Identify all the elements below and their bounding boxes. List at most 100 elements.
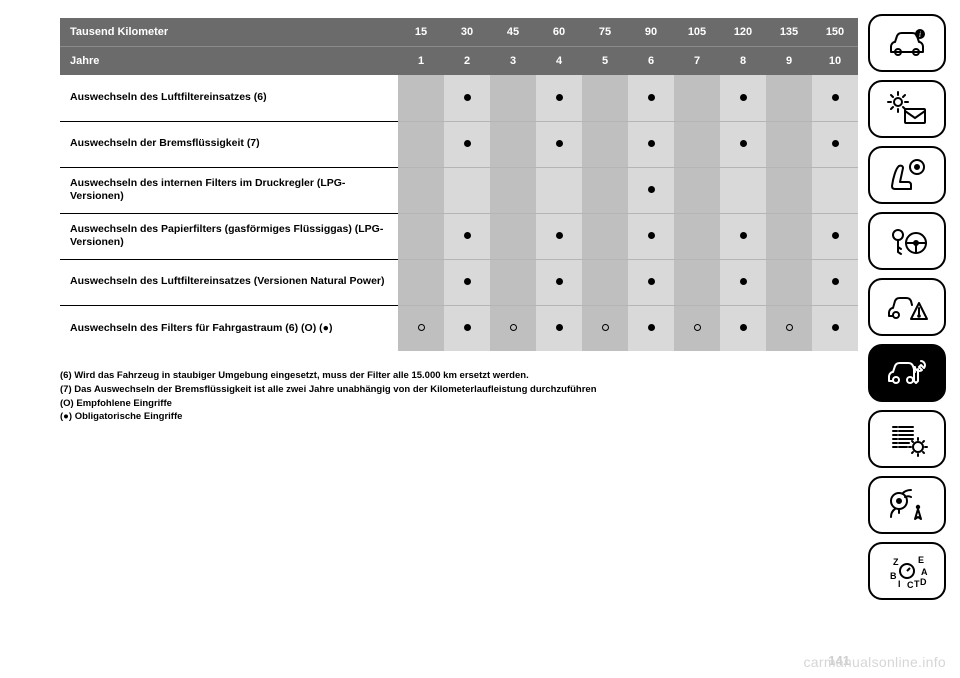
schedule-cell (674, 75, 720, 121)
media-nav-icon[interactable] (868, 476, 946, 534)
footnotes: (6) Wird das Fahrzeug in staubiger Umgeb… (60, 369, 858, 424)
schedule-cell (628, 213, 674, 259)
schedule-cell (766, 167, 812, 213)
gear-letters-icon[interactable]: ZEBAICTD (868, 542, 946, 600)
schedule-cell (490, 305, 536, 351)
schedule-cell (674, 305, 720, 351)
schedule-cell (582, 75, 628, 121)
schedule-cell (444, 259, 490, 305)
schedule-cell (490, 213, 536, 259)
row-label: Auswechseln des Filters für Fahrgastraum… (60, 305, 398, 351)
header-cell: 10 (812, 47, 858, 76)
svg-text:D: D (920, 577, 927, 587)
header-cell: 45 (490, 18, 536, 47)
car-wrench-icon[interactable] (868, 344, 946, 402)
list-gear-icon[interactable] (868, 410, 946, 468)
schedule-cell (444, 75, 490, 121)
schedule-cell (766, 213, 812, 259)
header-cell: 3 (490, 47, 536, 76)
schedule-cell (812, 305, 858, 351)
dot-icon (832, 94, 839, 101)
header-cell: 75 (582, 18, 628, 47)
ring-icon (510, 324, 517, 331)
header-cell: 150 (812, 18, 858, 47)
schedule-cell (398, 305, 444, 351)
ring-icon (418, 324, 425, 331)
dot-icon (648, 186, 655, 193)
schedule-cell (444, 213, 490, 259)
schedule-cell (582, 213, 628, 259)
schedule-cell (582, 167, 628, 213)
row-label: Auswechseln der Bremsflüssigkeit (7) (60, 121, 398, 167)
schedule-cell (628, 75, 674, 121)
dot-icon (832, 140, 839, 147)
seat-airbag-icon[interactable] (868, 146, 946, 204)
dot-icon (464, 94, 471, 101)
schedule-cell (536, 167, 582, 213)
schedule-cell (766, 121, 812, 167)
light-mail-icon[interactable] (868, 80, 946, 138)
schedule-cell (812, 121, 858, 167)
schedule-cell (582, 121, 628, 167)
dot-icon (556, 94, 563, 101)
dot-icon (832, 324, 839, 331)
car-warning-icon[interactable] (868, 278, 946, 336)
key-wheel-icon[interactable] (868, 212, 946, 270)
ring-icon (786, 324, 793, 331)
schedule-cell (628, 167, 674, 213)
dot-icon (740, 232, 747, 239)
dot-icon (556, 324, 563, 331)
header-cell: 5 (582, 47, 628, 76)
schedule-cell (398, 75, 444, 121)
header-cell: 2 (444, 47, 490, 76)
schedule-cell (812, 167, 858, 213)
schedule-cell (536, 213, 582, 259)
schedule-cell (720, 121, 766, 167)
dot-icon (648, 232, 655, 239)
header-cell: 4 (536, 47, 582, 76)
header-cell: 90 (628, 18, 674, 47)
schedule-cell (812, 213, 858, 259)
schedule-cell (444, 305, 490, 351)
header-cell: 9 (766, 47, 812, 76)
dot-icon (740, 324, 747, 331)
dot-icon (464, 232, 471, 239)
header-label: Tausend Kilometer (60, 18, 398, 47)
header-cell: 15 (398, 18, 444, 47)
dot-icon (832, 232, 839, 239)
watermark: carmanualsonline.info (804, 654, 947, 670)
maintenance-schedule-page: Tausend Kilometer15304560759010512013515… (60, 18, 858, 424)
svg-text:A: A (921, 567, 928, 577)
dot-icon (556, 232, 563, 239)
schedule-cell (628, 259, 674, 305)
schedule-cell (536, 75, 582, 121)
schedule-cell (674, 259, 720, 305)
dot-icon (556, 278, 563, 285)
schedule-cell (720, 213, 766, 259)
schedule-cell (812, 259, 858, 305)
footnote-line: (O) Empfohlene Eingriffe (60, 397, 858, 411)
row-label: Auswechseln des Luftfiltereinsatzes (6) (60, 75, 398, 121)
header-cell: 6 (628, 47, 674, 76)
schedule-cell (812, 75, 858, 121)
dot-icon (740, 140, 747, 147)
header-label: Jahre (60, 47, 398, 76)
dot-icon (556, 140, 563, 147)
schedule-cell (444, 167, 490, 213)
schedule-cell (444, 121, 490, 167)
header-cell: 60 (536, 18, 582, 47)
row-label: Auswechseln des Papierfilters (gasförmig… (60, 213, 398, 259)
header-cell: 105 (674, 18, 720, 47)
dot-icon (832, 278, 839, 285)
dot-icon (648, 324, 655, 331)
schedule-cell (398, 121, 444, 167)
maintenance-table: Tausend Kilometer15304560759010512013515… (60, 18, 858, 351)
footnote-line: (●) Obligatorische Eingriffe (60, 410, 858, 424)
side-icon-rail: i ZEBAICTD (868, 14, 946, 600)
schedule-cell (720, 259, 766, 305)
car-info-icon[interactable]: i (868, 14, 946, 72)
schedule-cell (766, 259, 812, 305)
schedule-cell (720, 75, 766, 121)
schedule-cell (398, 259, 444, 305)
schedule-cell (490, 259, 536, 305)
